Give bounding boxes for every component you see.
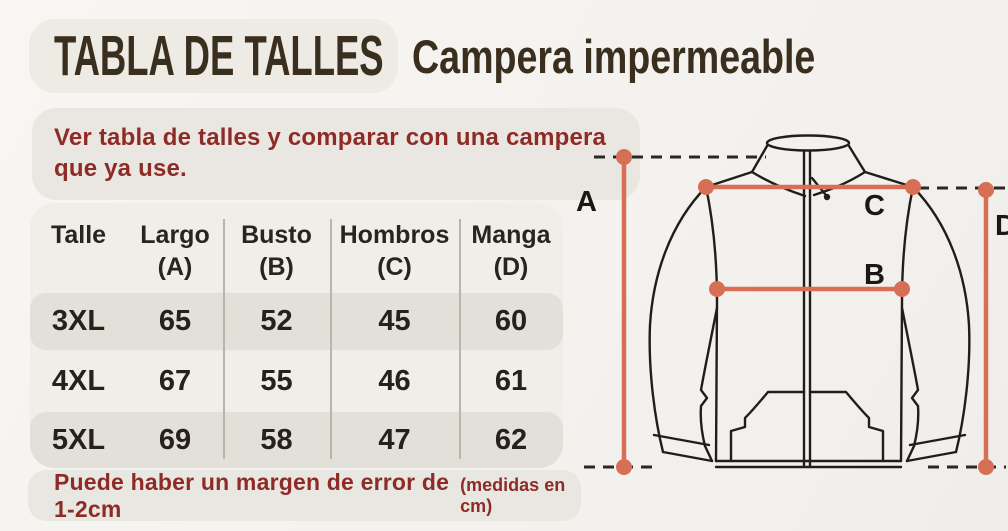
column-divider [459,219,461,459]
jacket-diagram: A B C D [560,100,1008,531]
col-header-letter: (B) [259,253,294,281]
left-pocket [729,390,806,463]
measure-value: 62 [494,423,528,456]
col-header-talle: Talle [30,203,127,293]
jacket-outline [648,134,971,469]
col-header-letter: (C) [377,253,412,281]
col-header-label: Largo [140,221,210,249]
measure-value: 61 [494,364,528,397]
zipper-pull [823,193,831,201]
measure-value: 67 [158,364,192,397]
size-label: 5XL [51,423,106,456]
disclaimer-units: (medidas en cm) [460,474,566,516]
measurement-lines [621,154,989,470]
column-divider [223,219,225,459]
product-subtitle: Campera impermeable [412,29,816,83]
title-badge: TABLA DE TALLES [29,19,398,93]
size-label: 4XL [51,364,106,397]
measure-value: 60 [494,305,528,337]
measurement-dots [616,149,994,475]
measure-value: 65 [158,305,192,337]
product-subtitle-wrap: Campera impermeable [412,19,916,93]
label-A: A [576,186,597,218]
col-header-letter: (A) [157,253,193,281]
label-D: D [995,210,1008,242]
row-stripe [30,293,563,350]
measure-value: 52 [260,305,293,337]
column-divider [330,219,332,459]
row-stripe [30,412,563,468]
measure-value: 55 [260,364,293,397]
col-header-letter: (D) [493,253,529,281]
measure-value: 45 [378,305,411,337]
size-table: Talle Largo (A) Busto (B) Hombros (C) Ma… [30,203,563,468]
measure-value: 58 [260,423,293,456]
size-label: 3XL [51,305,106,337]
col-header-label: Talle [50,221,107,249]
page-title: TABLA DE TALLES [54,24,384,88]
measure-value: 46 [378,364,411,397]
col-header-largo: Largo (A) [127,203,223,293]
advice-note-text: Ver tabla de talles y comparar con una c… [54,124,607,182]
left-sleeve [648,185,708,454]
col-header-label: Busto [241,221,312,249]
label-B: B [864,259,885,291]
label-C: C [864,190,885,222]
size-table-grid: Talle Largo (A) Busto (B) Hombros (C) Ma… [30,203,563,468]
right-sleeve [911,185,971,454]
col-header-busto: Busto (B) [223,203,330,293]
right-pocket [808,390,885,463]
disclaimer-text: Puede haber un margen de error de 1-2cm [54,468,450,522]
col-header-label: Hombros [339,221,450,249]
measurement-labels: A B C D [576,186,1008,291]
disclaimer-box: Puede haber un margen de error de 1-2cm … [28,468,581,522]
guide-dashes [584,155,1006,469]
col-header-manga: Manga (D) [459,203,563,293]
jacket-neck [765,134,851,152]
jacket-svg: A B C D [576,134,1008,475]
advice-note-box: Ver tabla de talles y comparar con una c… [32,108,640,200]
col-header-label: Manga [471,221,551,249]
measure-value: 47 [378,423,411,456]
col-header-hombros: Hombros (C) [330,203,459,293]
measure-value: 69 [158,423,192,456]
